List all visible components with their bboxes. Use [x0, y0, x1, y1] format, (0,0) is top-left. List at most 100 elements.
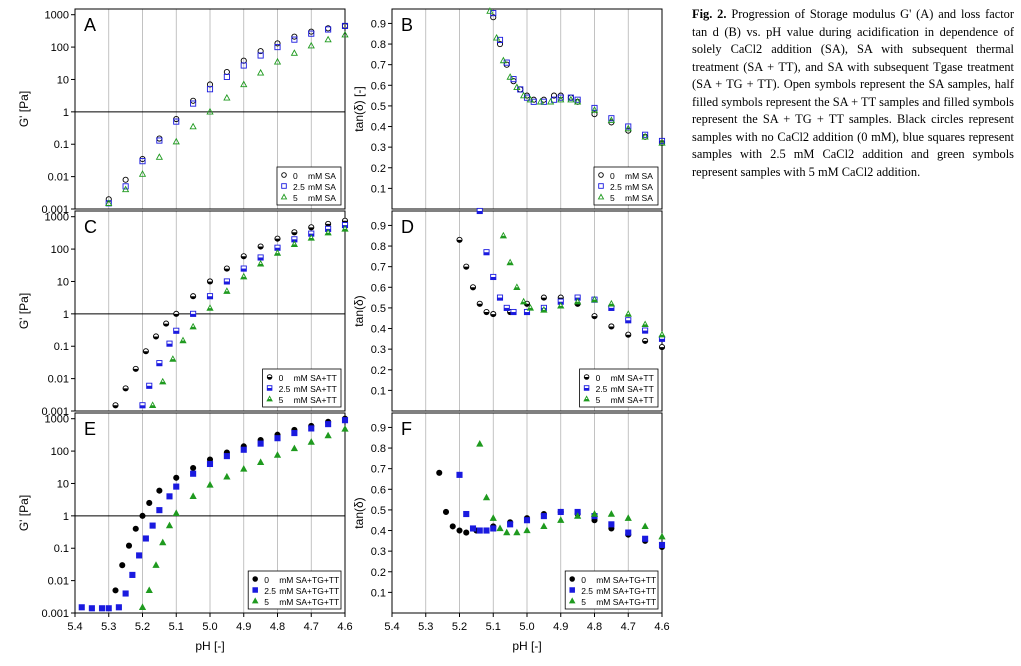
data-point-fill [510, 312, 517, 315]
data-point-fill [133, 368, 139, 372]
data-point-fill [490, 276, 496, 280]
x-tick-label: 4.9 [236, 621, 251, 633]
data-point-fill [258, 257, 264, 261]
data-point-fill [308, 227, 314, 230]
legend: 0 mM SA2.5 mM SA 5 mM SA [276, 166, 342, 206]
data-point [274, 40, 281, 47]
data-point [341, 417, 349, 424]
data-point-fill [258, 246, 264, 250]
data-point [641, 132, 649, 140]
data-point [341, 30, 349, 38]
series-5-mM [476, 440, 666, 540]
y-tick-label: 0.8 [371, 443, 386, 455]
data-point [88, 605, 95, 612]
legend-marker-fill [267, 388, 272, 391]
data-point [308, 30, 315, 37]
data-point [105, 196, 112, 203]
legend-box [579, 368, 659, 408]
legend-conc: 0 [610, 171, 615, 181]
x-tick-label: 5.3 [418, 621, 433, 633]
data-point [550, 92, 558, 99]
data-point [206, 81, 214, 88]
x-tick-label: 5.4 [384, 621, 399, 633]
legend-box [564, 570, 659, 610]
data-point-fill [224, 291, 230, 294]
data-point-fill [642, 324, 648, 327]
data-point-fill [490, 314, 496, 317]
y-tick-label: 100 [51, 244, 69, 256]
legend-marker [597, 193, 605, 200]
data-point [493, 33, 501, 41]
legend-marker [281, 172, 287, 178]
legend-marker [280, 193, 288, 200]
y-tick-label: 10 [57, 478, 69, 490]
data-point [540, 513, 547, 520]
data-point [476, 440, 484, 447]
y-axis-label: G' [Pa] [17, 91, 31, 127]
data-point [165, 521, 174, 529]
data-point [523, 517, 531, 524]
legend-marker [569, 576, 575, 582]
legend-box [593, 166, 659, 206]
series-5-mM [149, 224, 349, 408]
data-point [122, 176, 129, 183]
y-tick-label: 0.2 [371, 567, 386, 579]
data-point-fill [463, 266, 469, 270]
y-axis-label: tan(δ) [-] [352, 86, 366, 131]
data-point-fill [659, 334, 665, 337]
data-point [240, 62, 247, 69]
data-point-fill [557, 305, 564, 309]
data-point [625, 123, 632, 130]
data-point [78, 604, 85, 611]
data-point-fill [207, 308, 213, 311]
data-point [520, 91, 528, 99]
y-tick-label: 0.1 [54, 139, 69, 151]
legend-conc: 0 [293, 171, 298, 181]
data-point [155, 153, 163, 160]
y-tick-label: 0.01 [48, 374, 69, 386]
x-tick-label: 4.9 [553, 621, 568, 633]
data-point [307, 41, 315, 49]
data-point [591, 111, 598, 118]
y-tick-label: 0.5 [371, 505, 386, 517]
legend-label: mM SA+TG+TT [279, 586, 339, 596]
plot-frame [391, 210, 663, 412]
data-point-fill [224, 268, 230, 272]
data-point [513, 528, 521, 536]
legend: 0 mM SA+TT2.5 mM SA+TT 5 mM SA+TT [262, 368, 342, 408]
data-point [223, 68, 230, 76]
data-point [273, 451, 282, 458]
series-0-mM [436, 469, 666, 551]
data-point [257, 440, 264, 447]
data-point [308, 425, 315, 432]
y-tick-label: 0.001 [41, 608, 69, 620]
data-point-fill [591, 299, 598, 302]
legend-label: mM SA+TT [294, 373, 337, 383]
legend-conc: 2.5 [293, 182, 305, 192]
data-point [190, 100, 197, 107]
data-point [506, 73, 514, 80]
data-point-fill [159, 381, 166, 384]
y-tick-label: 0.1 [54, 341, 69, 353]
data-point [206, 107, 214, 115]
data-point-fill [591, 316, 598, 319]
x-tick-label: 5.1 [486, 621, 501, 633]
data-point [325, 421, 332, 428]
data-point [136, 552, 143, 559]
data-point [138, 603, 147, 610]
data-point [499, 56, 507, 64]
x-tick-label: 5.3 [101, 621, 116, 633]
data-point-fill [477, 303, 483, 307]
y-tick-label: 0.5 [371, 303, 386, 315]
data-point [112, 587, 119, 594]
data-point-fill [608, 303, 615, 306]
data-point [274, 435, 281, 442]
data-point [122, 183, 129, 190]
legend-conc: 2.5 [264, 586, 276, 596]
data-point [206, 481, 214, 488]
y-axis-label: tan(δ) [352, 295, 366, 326]
data-point-fill [274, 247, 281, 251]
legend-conc: 5 [581, 597, 586, 607]
data-point-fill [483, 312, 490, 315]
legend-conc: 0 [279, 373, 284, 383]
